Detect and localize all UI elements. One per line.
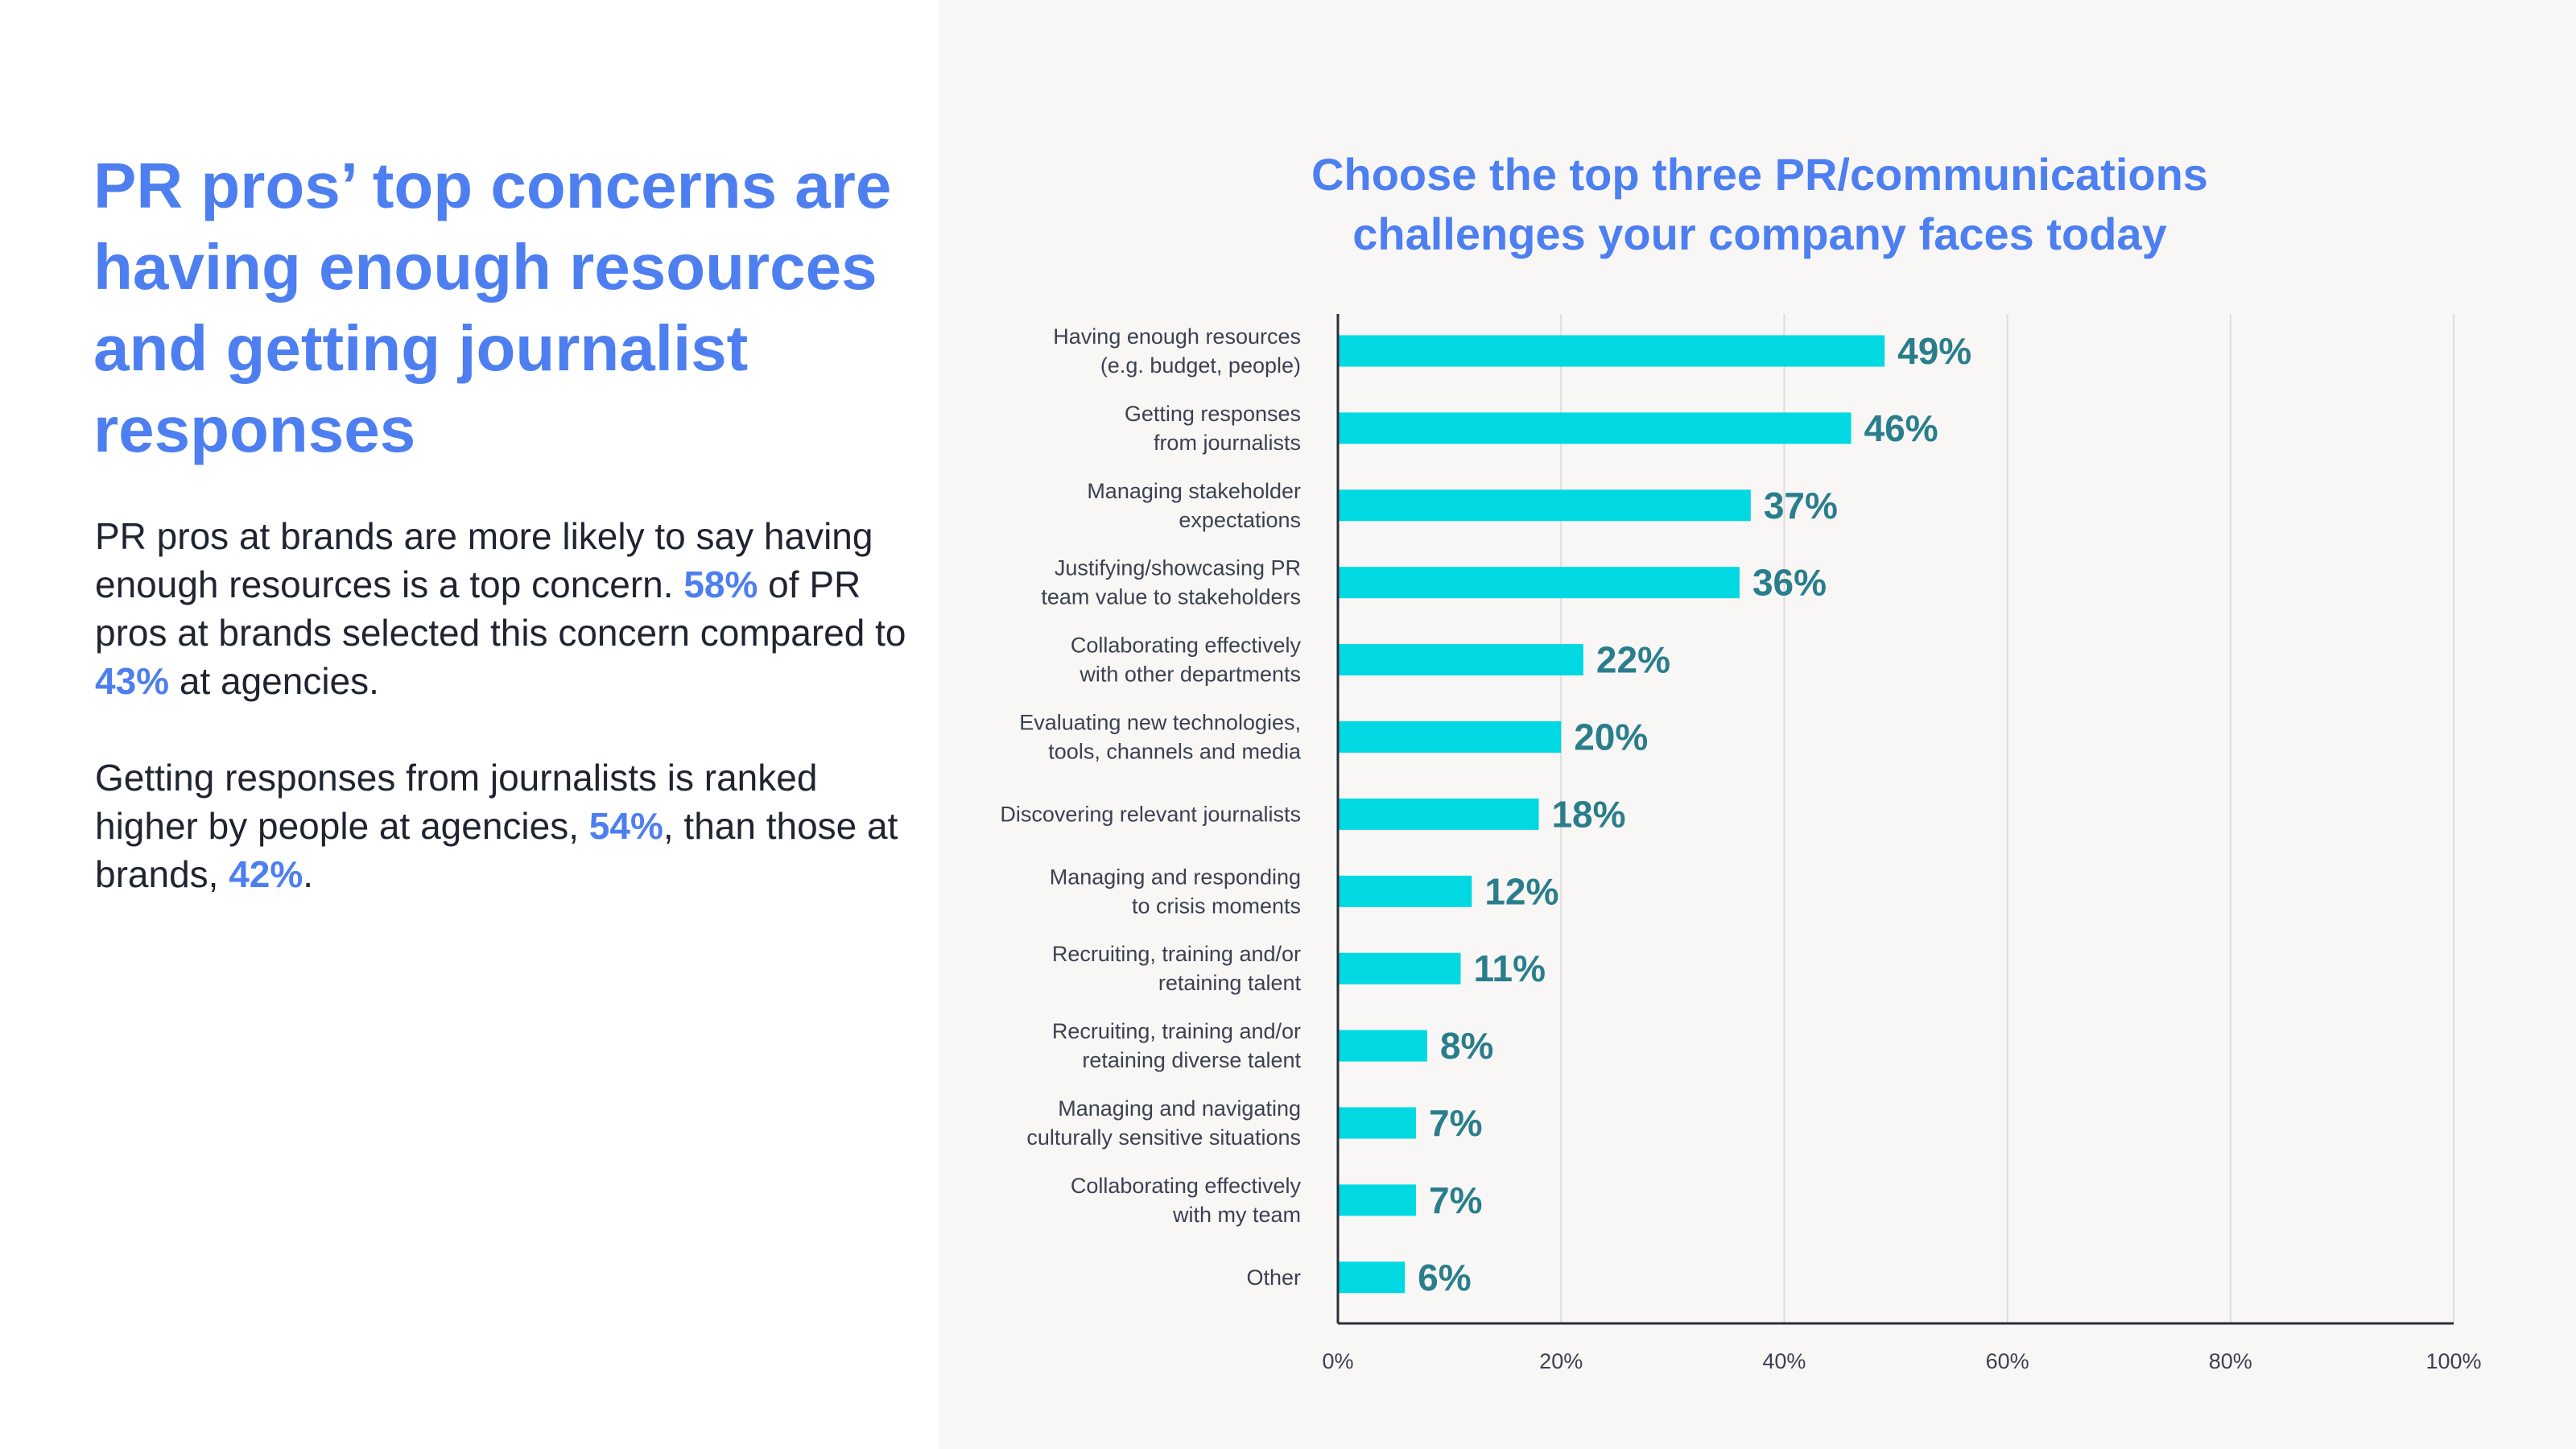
data-label: 22% (1596, 639, 1670, 681)
bar (1339, 335, 1885, 367)
data-label: 12% (1484, 870, 1558, 912)
stat-brands-resources: 58% (683, 564, 758, 605)
category-label: Collaborating effectively with other depa… (1071, 634, 1302, 687)
category-label: Getting responses from journalists (1125, 402, 1301, 455)
category-label: Collaborating effectively with my team (1071, 1174, 1302, 1227)
category-label: Recruiting, training and/or retaining div… (1052, 1019, 1302, 1072)
data-label: 6% (1418, 1257, 1471, 1298)
category-label: Justifying/showcasing PR team value to st… (1041, 556, 1301, 609)
data-label: 18% (1551, 793, 1625, 835)
data-label: 7% (1429, 1179, 1482, 1221)
data-label: 20% (1574, 716, 1648, 758)
category-label: Managing stakeholder expectations (1087, 479, 1301, 532)
bar (1339, 567, 1740, 599)
paragraph-text: Getting responses from journalists is ra… (95, 757, 818, 847)
bar (1339, 721, 1562, 753)
category-label: Evaluating new technologies, tools, chann… (1019, 711, 1302, 764)
chart-panel (939, 0, 2576, 1449)
paragraph-text: . (303, 853, 314, 895)
bar (1339, 1184, 1417, 1216)
bar (1339, 1107, 1417, 1139)
x-tick-label: 80% (2209, 1349, 2252, 1373)
stat-agencies-resources: 43% (95, 660, 170, 702)
bar (1339, 1261, 1406, 1294)
bar (1339, 412, 1852, 444)
bar (1339, 798, 1539, 830)
x-tick-label: 20% (1539, 1349, 1583, 1373)
bar (1339, 952, 1461, 985)
category-label: Managing and responding to crisis moments (1050, 865, 1301, 918)
bar (1339, 875, 1472, 907)
category-label: Managing and navigating culturally sensit… (1026, 1096, 1301, 1150)
paragraph-text: of PR pros at brands selected this conce… (95, 564, 906, 654)
x-tick-label: 100% (2425, 1349, 2481, 1373)
x-tick-label: 40% (1762, 1349, 1806, 1373)
x-tick-label: 0% (1322, 1349, 1353, 1373)
chart-title: Choose the top three PR/communications c… (1311, 149, 2208, 259)
x-tick-label: 60% (1986, 1349, 2029, 1373)
paragraph-journalist-responses: Getting responses from journalists is ra… (95, 753, 908, 898)
bar (1339, 1030, 1427, 1062)
bar (1339, 489, 1751, 522)
stat-brands-journalists: 42% (229, 853, 303, 895)
paragraph-text: , than those at brands, (95, 805, 898, 895)
headline: PR pros’ top concerns are having enough … (93, 150, 892, 465)
data-label: 37% (1764, 485, 1838, 526)
category-label: Discovering relevant journalists (1000, 802, 1301, 826)
data-label: 36% (1752, 562, 1827, 604)
paragraph-text: PR pros at brands are more likely to say… (95, 515, 873, 605)
category-label: Having enough resources (e.g. budget, peo… (1053, 324, 1301, 378)
data-label: 46% (1864, 407, 1938, 449)
data-label: 11% (1473, 947, 1546, 989)
axes (1336, 314, 2454, 1325)
data-label: 7% (1429, 1102, 1482, 1144)
grid-lines (1560, 314, 2454, 1323)
category-label: Other (1246, 1265, 1301, 1290)
data-label: 49% (1897, 330, 1971, 372)
left-panel: PR pros’ top concerns are having enough … (0, 0, 939, 1449)
bars (1339, 335, 1885, 1294)
bar (1339, 644, 1583, 676)
stat-agencies-journalists: 54% (588, 805, 663, 847)
paragraph-text: at agencies. (169, 660, 379, 702)
data-label: 8% (1440, 1025, 1493, 1067)
labels: 0% 20% 40% 60% 80% 100% 49% Having enough resou… (1000, 324, 2481, 1373)
paragraph-brands-vs-agencies-resources: PR pros at brands are more likely to say… (95, 512, 908, 705)
category-label: Recruiting, training and/or retaining tal… (1052, 942, 1302, 995)
